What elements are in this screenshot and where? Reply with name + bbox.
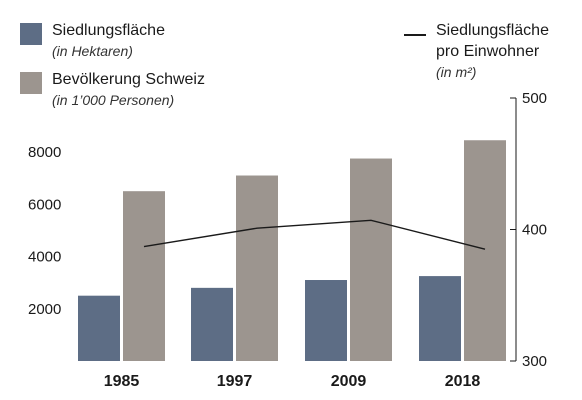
- bar-bevoelkerung-2009: [350, 158, 392, 361]
- y-left-tick-label-2000: 2000: [28, 301, 61, 318]
- x-tick-label-1997: 1997: [217, 373, 253, 390]
- bar-bevoelkerung-1997: [236, 175, 278, 361]
- legend-unit-line: (in m²): [436, 64, 477, 80]
- y-left-tick-label-4000: 4000: [28, 249, 61, 266]
- x-tick-label-1985: 1985: [104, 373, 140, 390]
- line-layer: [143, 219, 486, 250]
- bar-siedlungsflaeche-2009: [305, 280, 347, 361]
- x-tick-label-2018: 2018: [445, 373, 481, 390]
- y-right-tick-label-400: 400: [522, 222, 547, 239]
- legend-label-bevoelkerung: Bevölkerung Schweiz: [52, 71, 205, 88]
- bar-siedlungsflaeche-1985: [78, 295, 120, 361]
- legend-swatch-siedlungsflaeche: [20, 23, 42, 45]
- x-tick-label-2009: 2009: [331, 373, 367, 390]
- y-right-tick-label-300: 300: [522, 353, 547, 370]
- legend-label-line-1: Siedlungsfläche: [436, 22, 549, 39]
- bar-bevoelkerung-1985: [123, 191, 165, 361]
- y-right-tick-label-500: 500: [522, 90, 547, 107]
- legend-unit-bevoelkerung: (in 1’000 Personen): [52, 92, 175, 108]
- bar-siedlungsflaeche-2018: [419, 276, 461, 361]
- line-siedlungsflaeche-pro-einwohner: [143, 219, 486, 250]
- bar-bevoelkerung-2018: [464, 140, 506, 361]
- legend-swatch-bevoelkerung: [20, 72, 42, 94]
- legend-line-siedlungsflaeche-pro-einwohner: [404, 34, 426, 36]
- y-left-tick-label-6000: 6000: [28, 196, 61, 213]
- bars-layer: [78, 140, 506, 361]
- y-left-tick-label-8000: 8000: [28, 144, 61, 161]
- legend-label-line-2: pro Einwohner: [436, 43, 540, 60]
- bar-siedlungsflaeche-1997: [191, 287, 233, 361]
- axis-layer: 1985 1997 2009 2018 2000 4000 6000 8000 300 400 50…: [28, 90, 547, 390]
- legend-unit-siedlungsflaeche: (in Hektaren): [52, 43, 133, 59]
- legend-label-siedlungsflaeche: Siedlungsfläche: [52, 22, 165, 39]
